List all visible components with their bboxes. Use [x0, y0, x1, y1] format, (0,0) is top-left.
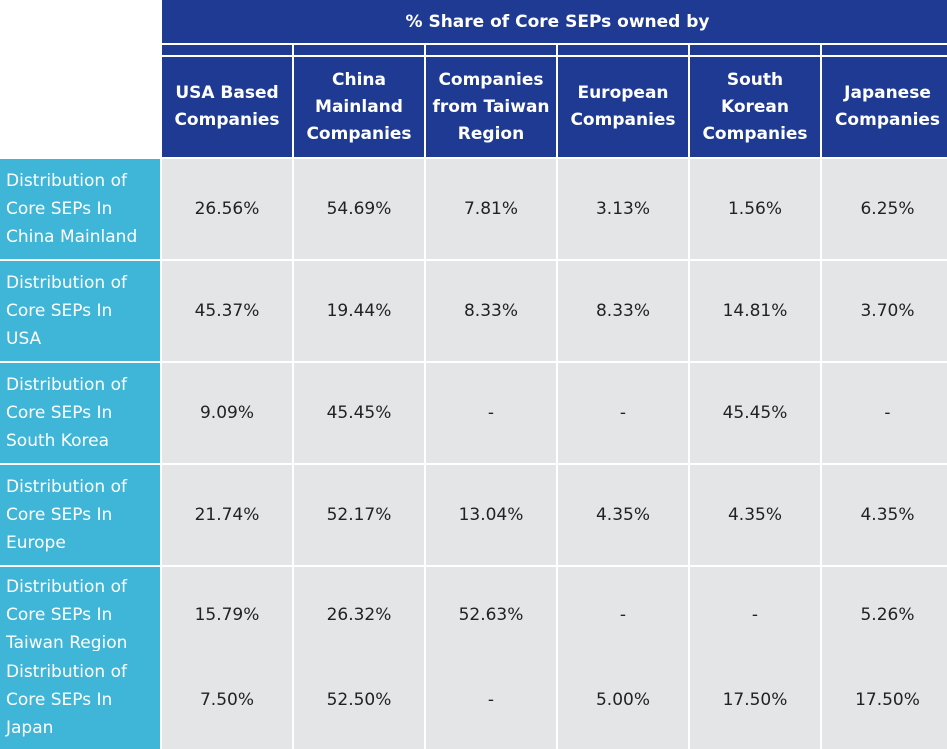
table-cell: 54.69% — [294, 159, 424, 259]
table-cell: 7.50% — [162, 651, 292, 749]
table-cell: 26.32% — [294, 567, 424, 663]
column-header-taiwan-region: Companies from Taiwan Region — [426, 57, 556, 157]
table-cell: 9.09% — [162, 363, 292, 463]
table-cell: 6.25% — [822, 159, 947, 259]
table-cell: 3.70% — [822, 261, 947, 361]
table-cell: 19.44% — [294, 261, 424, 361]
table-cell: 1.56% — [690, 159, 820, 259]
table-cell: 45.45% — [294, 363, 424, 463]
column-header-european: European Companies — [558, 57, 688, 157]
table-cell: 15.79% — [162, 567, 292, 663]
column-header-south-korean: South Korean Companies — [690, 57, 820, 157]
row-header-europe: Distribution of Core SEPs In Europe — [0, 465, 160, 565]
table-cell: 8.33% — [558, 261, 688, 361]
table-corner — [0, 0, 160, 157]
table-cell: 4.35% — [822, 465, 947, 565]
column-header-china-mainland: China Mainland Companies — [294, 57, 424, 157]
table-cell: - — [426, 363, 556, 463]
table-cell: 17.50% — [690, 651, 820, 749]
column-header-japanese: Japanese Companies — [822, 57, 947, 157]
table-cell: 8.33% — [426, 261, 556, 361]
header-gap — [294, 45, 424, 55]
row-header-china-mainland: Distribution of Core SEPs In China Mainl… — [0, 159, 160, 259]
table-cell: 21.74% — [162, 465, 292, 565]
table-cell: 45.45% — [690, 363, 820, 463]
table-title: % Share of Core SEPs owned by — [162, 0, 947, 43]
table-cell: - — [558, 567, 688, 663]
header-gap — [558, 45, 688, 55]
row-header-taiwan-region: Distribution of Core SEPs In Taiwan Regi… — [0, 567, 160, 663]
column-header-usa: USA Based Companies — [162, 57, 292, 157]
header-gap — [690, 45, 820, 55]
table-cell: 3.13% — [558, 159, 688, 259]
table-cell: 4.35% — [690, 465, 820, 565]
table-cell: - — [558, 363, 688, 463]
table-cell: 14.81% — [690, 261, 820, 361]
table-cell: 13.04% — [426, 465, 556, 565]
table-last-row-wrapper: Distribution of Core SEPs In Japan 7.50%… — [0, 651, 947, 749]
table-cell: 45.37% — [162, 261, 292, 361]
table-cell: 7.81% — [426, 159, 556, 259]
header-gap — [426, 45, 556, 55]
table-cell: 5.26% — [822, 567, 947, 663]
header-gap — [162, 45, 292, 55]
table-cell: 52.17% — [294, 465, 424, 565]
table-cell: 26.56% — [162, 159, 292, 259]
row-header-usa: Distribution of Core SEPs In USA — [0, 261, 160, 361]
table-cell: 17.50% — [822, 651, 947, 749]
table-cell: - — [822, 363, 947, 463]
table-cell: 52.50% — [294, 651, 424, 749]
header-gap — [822, 45, 947, 55]
table-cell: - — [690, 567, 820, 663]
row-header-japan: Distribution of Core SEPs In Japan — [0, 651, 160, 749]
table-cell: 52.63% — [426, 567, 556, 663]
table-cell: 4.35% — [558, 465, 688, 565]
row-header-south-korea: Distribution of Core SEPs In South Korea — [0, 363, 160, 463]
table-cell: - — [426, 651, 556, 749]
table-cell: 5.00% — [558, 651, 688, 749]
